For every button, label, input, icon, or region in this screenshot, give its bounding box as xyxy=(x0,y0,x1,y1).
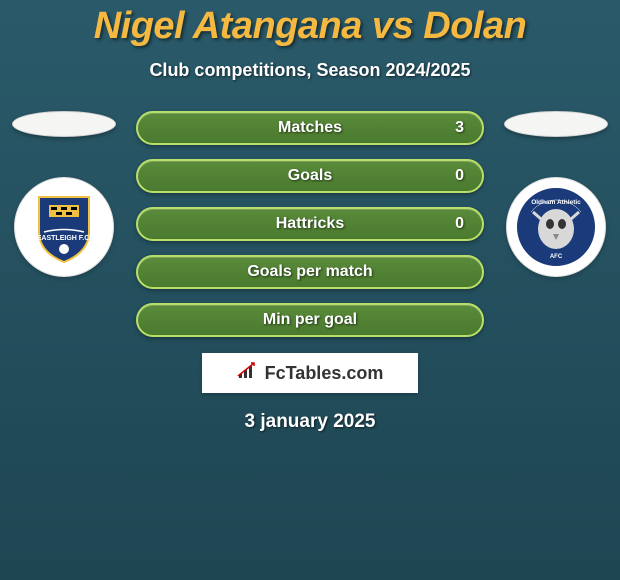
eastleigh-crest-icon: EASTLEIGH F.C. xyxy=(24,187,104,267)
stat-value-right: 3 xyxy=(455,119,464,137)
stat-label: Goals xyxy=(288,167,332,185)
date-text: 3 january 2025 xyxy=(0,411,620,433)
svg-text:AFC: AFC xyxy=(550,254,563,260)
stat-row-hattricks: Hattricks 0 xyxy=(136,207,484,241)
stat-label: Goals per match xyxy=(247,263,372,281)
right-column: Oldham Athletic AFC xyxy=(504,111,608,277)
subtitle: Club competitions, Season 2024/2025 xyxy=(0,60,620,81)
svg-text:Oldham Athletic: Oldham Athletic xyxy=(531,199,581,206)
page-title: Nigel Atangana vs Dolan xyxy=(0,5,620,48)
stat-row-min-per-goal: Min per goal xyxy=(136,303,484,337)
stats-column: Matches 3 Goals 0 Hattricks 0 Goals per … xyxy=(136,111,484,337)
stat-value-right: 0 xyxy=(455,215,464,233)
oldham-crest-icon: Oldham Athletic AFC xyxy=(513,184,599,270)
stat-label: Hattricks xyxy=(276,215,344,233)
main-row: EASTLEIGH F.C. Matches 3 Goals 0 Hattric… xyxy=(0,111,620,337)
stat-row-matches: Matches 3 xyxy=(136,111,484,145)
left-club-badge: EASTLEIGH F.C. xyxy=(14,177,114,277)
fctables-logo: FcTables.com xyxy=(202,353,418,393)
stat-row-goals-per-match: Goals per match xyxy=(136,255,484,289)
infographic-container: Nigel Atangana vs Dolan Club competition… xyxy=(0,0,620,433)
stat-label: Min per goal xyxy=(263,311,357,329)
stat-value-right: 0 xyxy=(455,167,464,185)
stat-label: Matches xyxy=(278,119,342,137)
right-club-badge: Oldham Athletic AFC xyxy=(506,177,606,277)
right-player-oval xyxy=(504,111,608,137)
stat-row-goals: Goals 0 xyxy=(136,159,484,193)
left-column: EASTLEIGH F.C. xyxy=(12,111,116,277)
logo-text: FcTables.com xyxy=(265,363,384,384)
svg-text:EASTLEIGH F.C.: EASTLEIGH F.C. xyxy=(37,235,92,242)
left-player-oval xyxy=(12,111,116,137)
chart-icon xyxy=(237,362,259,385)
